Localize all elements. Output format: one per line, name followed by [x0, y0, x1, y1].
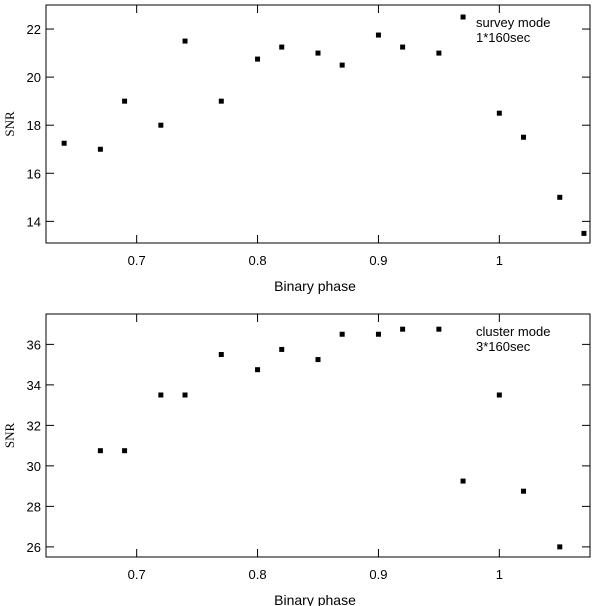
data-point	[279, 346, 285, 352]
data-point	[557, 194, 563, 200]
data-point	[436, 50, 442, 56]
x-tick-label: 0.7	[128, 567, 146, 582]
data-point	[255, 56, 261, 62]
data-point	[496, 392, 502, 398]
x-tick-label: 1	[496, 567, 503, 582]
plot-frame	[45, 313, 591, 558]
plot-frame	[45, 4, 591, 244]
data-point	[122, 448, 128, 454]
data-point	[218, 98, 224, 104]
annotation-line: survey mode	[476, 15, 550, 30]
y-tick-label: 22	[27, 22, 41, 37]
data-point	[182, 392, 188, 398]
data-point	[339, 331, 345, 337]
data-point	[158, 392, 164, 398]
annotation-line: cluster mode	[476, 324, 550, 339]
data-point	[581, 230, 587, 236]
data-point	[315, 50, 321, 56]
data-point	[97, 448, 103, 454]
annotation-line: 3*160sec	[476, 339, 531, 354]
data-point	[400, 326, 406, 332]
data-point	[521, 134, 527, 140]
y-tick-label: 36	[27, 337, 41, 352]
y-tick-label: 30	[27, 459, 41, 474]
data-point	[460, 478, 466, 484]
x-tick-label: 0.8	[249, 567, 267, 582]
y-axis-label: SNR	[2, 423, 17, 449]
x-tick-label: 0.8	[249, 253, 267, 268]
y-tick-label: 26	[27, 540, 41, 555]
panel-survey-mode: 0.7 0.8 0.9 1 14 16 18 20 22 Binary phase SNR surve…	[2, 4, 591, 294]
x-tick-label: 0.9	[369, 253, 387, 268]
x-tick-label: 0.9	[369, 567, 387, 582]
data-point	[255, 367, 261, 373]
y-tick-label: 28	[27, 499, 41, 514]
x-tick-label: 1	[496, 253, 503, 268]
data-point	[375, 331, 381, 337]
data-point	[158, 122, 164, 128]
x-axis-label: Binary phase	[274, 278, 356, 294]
x-tick-label: 0.7	[128, 253, 146, 268]
data-point	[97, 146, 103, 152]
data-point	[182, 38, 188, 44]
y-tick-label: 18	[27, 118, 41, 133]
data-point	[315, 357, 321, 363]
y-tick-label: 20	[27, 70, 41, 85]
panel-cluster-mode: 0.7 0.8 0.9 1 26 28 30 32 34 36 Binary phase SNR clu…	[2, 313, 591, 606]
data-point	[521, 488, 527, 494]
data-point	[218, 352, 224, 357]
data-point	[460, 14, 466, 20]
data-point	[557, 544, 563, 550]
y-tick-label: 34	[27, 378, 41, 393]
data-point	[61, 140, 67, 146]
y-tick-label: 32	[27, 418, 41, 433]
data-point	[375, 32, 381, 38]
data-point	[279, 44, 285, 50]
data-point	[400, 44, 406, 50]
data-point	[496, 110, 502, 116]
x-axis-label: Binary phase	[274, 592, 356, 606]
annotation-line: 1*160sec	[476, 30, 531, 45]
data-point	[122, 98, 128, 104]
y-tick-label: 14	[27, 214, 41, 229]
y-axis-label: SNR	[2, 111, 17, 137]
y-tick-label: 16	[27, 166, 41, 181]
data-point	[436, 326, 442, 332]
data-point	[339, 62, 345, 68]
